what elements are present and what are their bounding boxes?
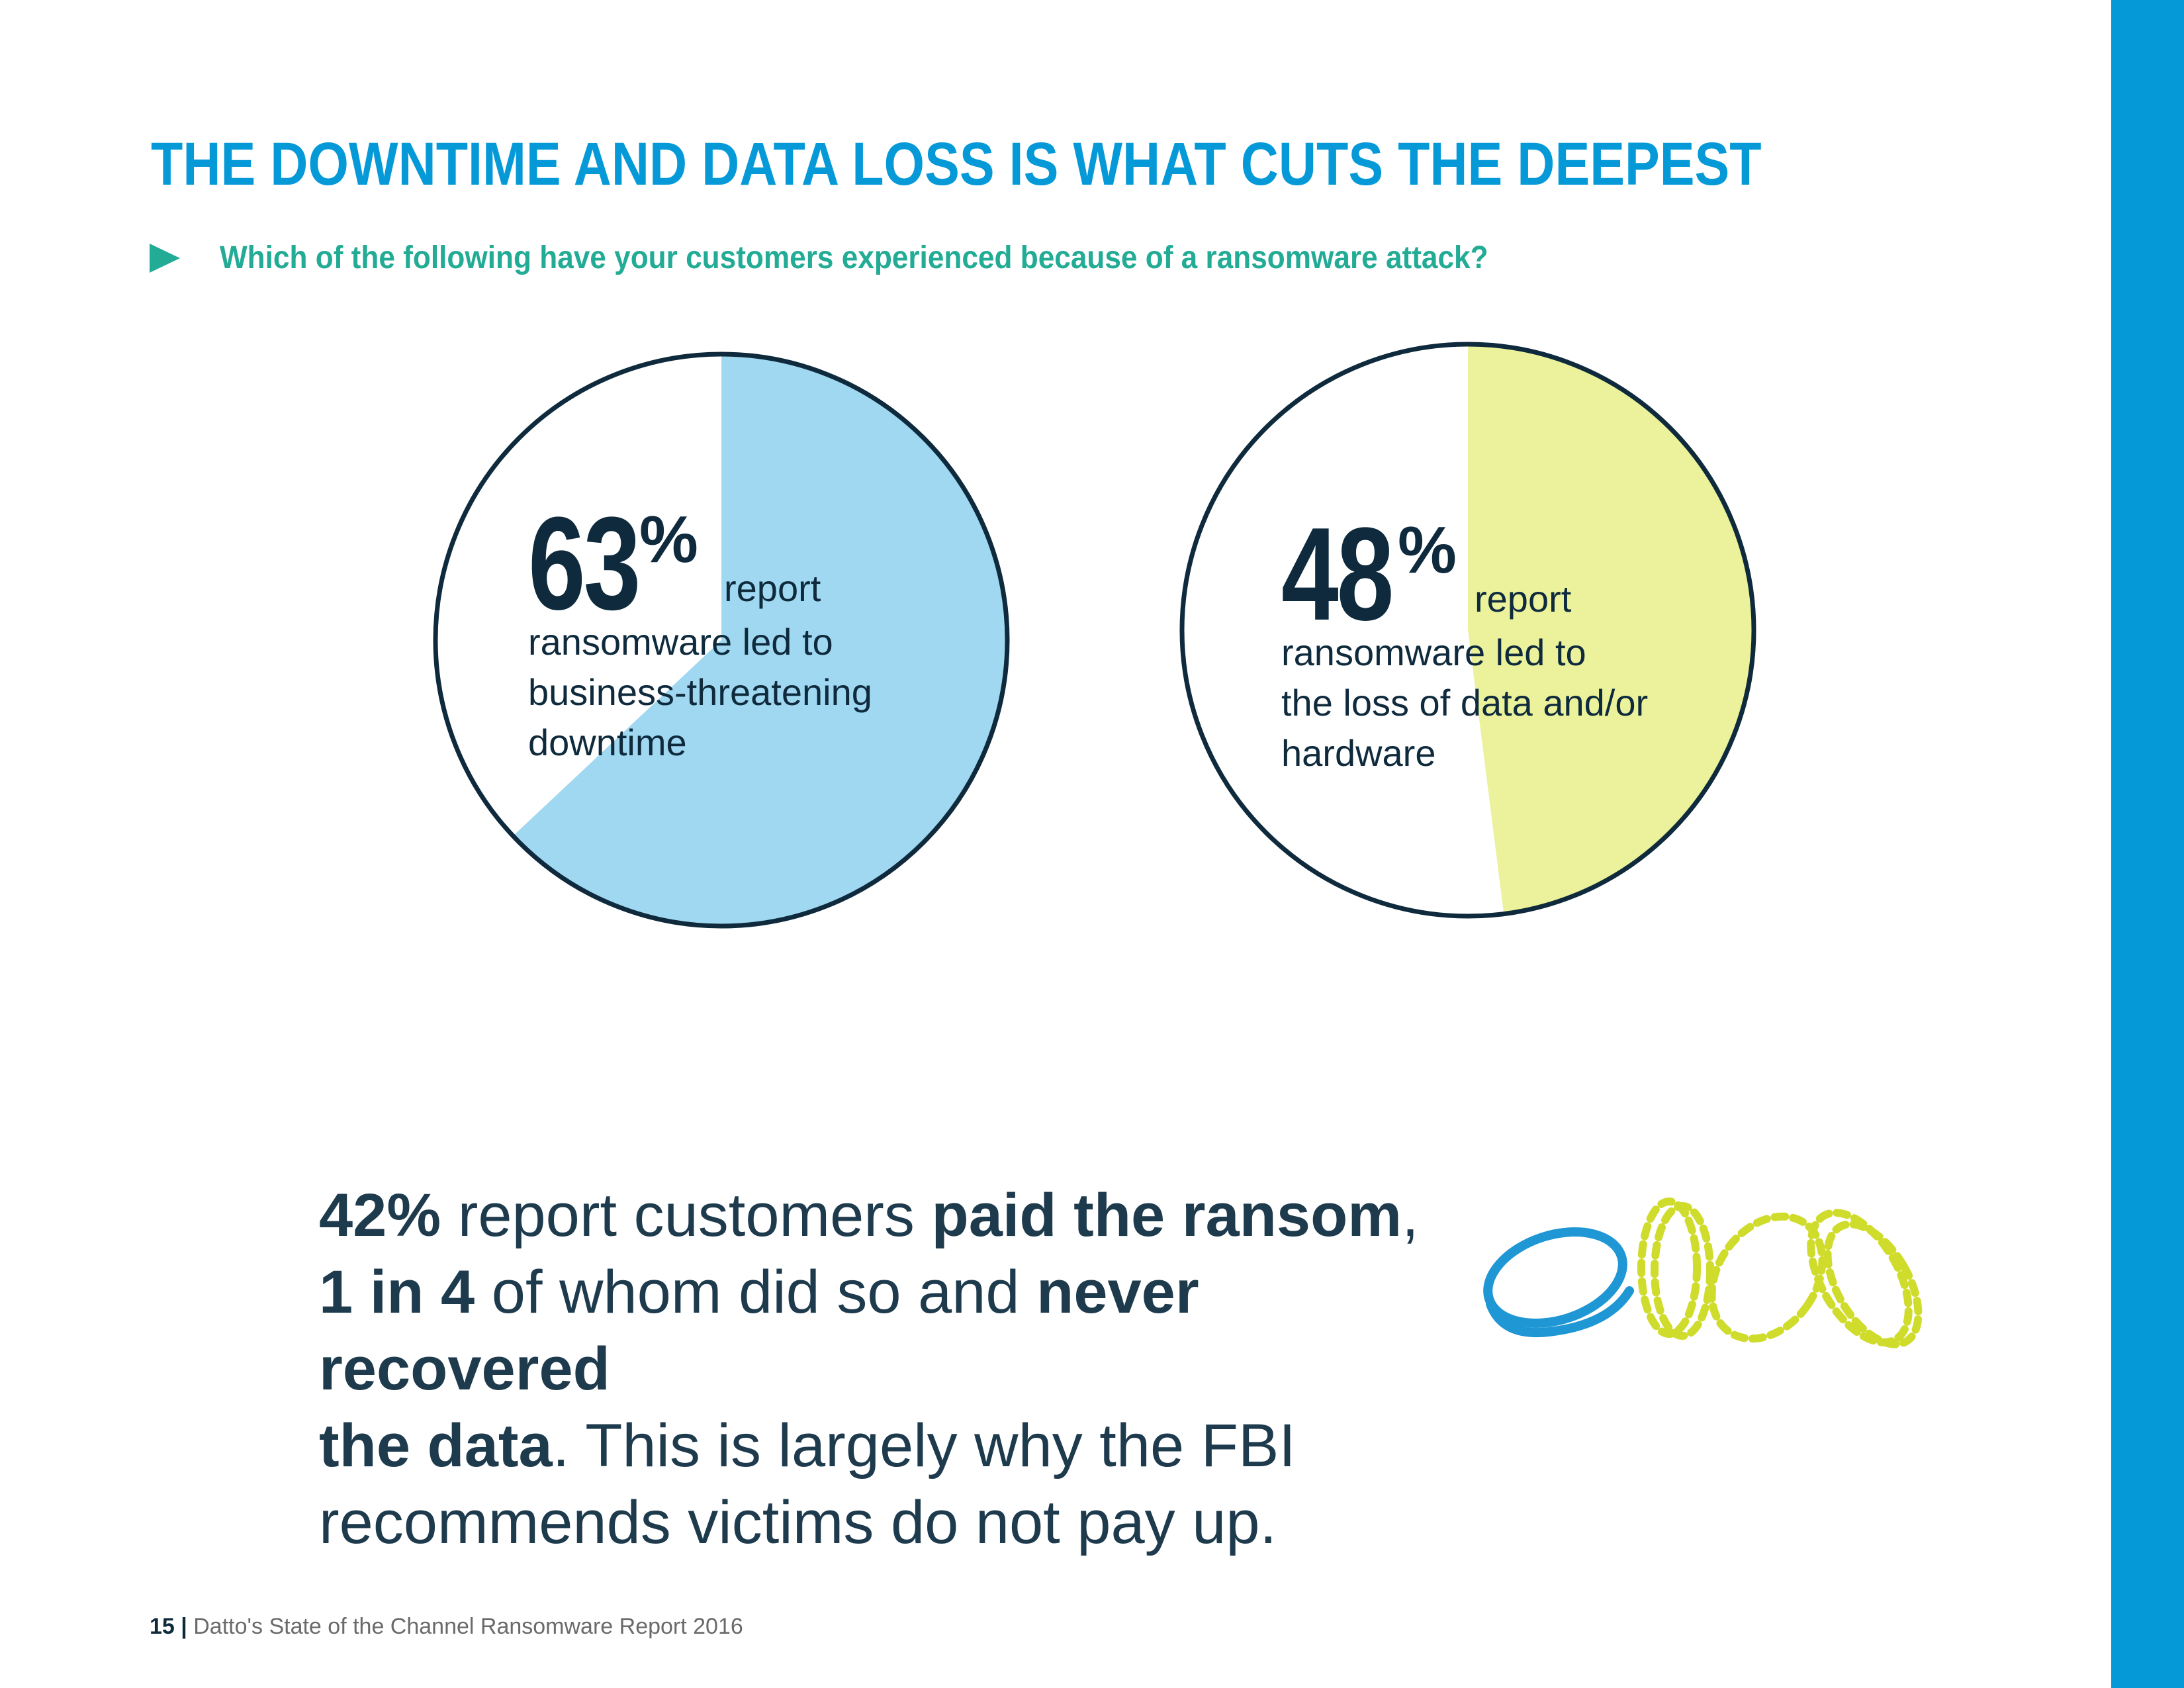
stat-number: 63 [528, 490, 641, 637]
pie-slice-remainder [435, 354, 721, 836]
stat-line: ransomware led to [528, 621, 833, 663]
callout-text: . This is largely why the FBI [552, 1412, 1296, 1479]
callout-line: the data. This is largely why the FBI [319, 1407, 1484, 1484]
callout-bold: paid the ransom [931, 1182, 1402, 1249]
pie-slice-highlight [1468, 344, 1754, 914]
pie-slice-remainder [1182, 344, 1504, 916]
stat-line: the loss of data and/or [1281, 682, 1649, 724]
callout-bold: never recovered [319, 1258, 1199, 1403]
callout-text: of whom did so and [475, 1258, 1037, 1326]
callout-line: 1 in 4 of whom did so and never recovere… [319, 1254, 1484, 1407]
page-title: THE DOWNTIME AND DATA LOSS IS WHAT CUTS … [151, 130, 1762, 198]
callout-text: recommends victims do [319, 1489, 976, 1556]
triangle-arrow-icon [150, 244, 180, 273]
stat-data-loss: 48 % report ransomware led to the loss o… [1281, 500, 1648, 774]
side-accent-bar [2111, 0, 2184, 1688]
callout-bold: 1 in 4 [319, 1258, 475, 1326]
stat-downtime: 63 % report ransomware led to business-t… [528, 490, 872, 764]
callout-line: recommends victims do not pay up. [319, 1484, 1484, 1561]
callout-line: 42% report customers paid the ransom, [319, 1177, 1484, 1254]
pie-chart-downtime [433, 352, 1010, 929]
stat-percent-sign: % [1398, 513, 1457, 587]
pie-chart-data-loss [1179, 342, 1756, 919]
pie-outline [1179, 342, 1756, 919]
callout-text: pay up. [1060, 1489, 1277, 1556]
callout-text: report customers [441, 1182, 932, 1249]
footer-separator: | [181, 1614, 187, 1639]
callout-emphasis: not [975, 1489, 1060, 1556]
pie-slice-highlight [513, 354, 1007, 926]
survey-question: Which of the following have your custome… [220, 240, 1488, 275]
stat-line: business-threatening [528, 671, 872, 713]
stat-line: ransomware led to [1281, 632, 1586, 673]
footer-text: Datto's State of the Channel Ransomware … [193, 1614, 743, 1639]
stat-number: 48 [1281, 500, 1394, 648]
stat-percent-sign: % [639, 502, 698, 577]
dashed-coin-outline-icon [1637, 1197, 1923, 1348]
pie-outline [433, 352, 1010, 929]
stat-lead: report [1475, 578, 1572, 620]
page-footer: 15 | Datto's State of the Channel Ransom… [150, 1614, 743, 1640]
callout-text: , [1402, 1182, 1419, 1249]
stat-line: hardware [1281, 732, 1436, 774]
stat-line: downtime [528, 722, 687, 763]
callout-bold: the data [319, 1412, 553, 1479]
callout-bold: 42% [319, 1182, 441, 1249]
coins-icon [1483, 1197, 1923, 1348]
stat-lead: report [724, 567, 821, 609]
page-number: 15 [150, 1614, 175, 1639]
ransom-callout: 42% report customers paid the ransom, 1 … [319, 1177, 1484, 1561]
solid-coin-icon [1483, 1227, 1634, 1337]
